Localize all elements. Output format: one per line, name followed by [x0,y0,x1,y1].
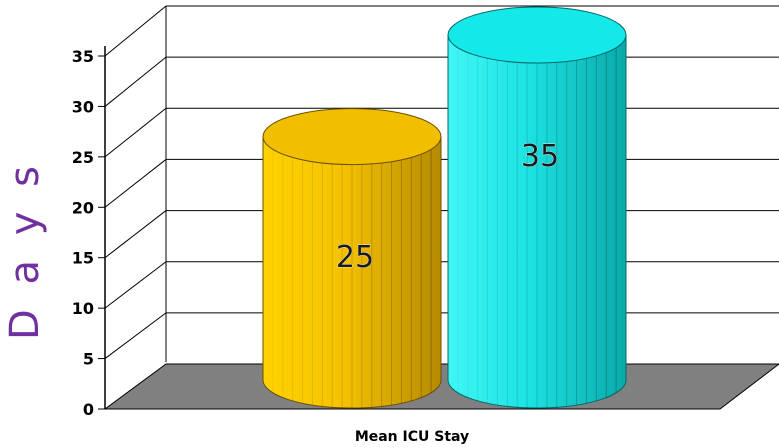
gridline-side [104,5,167,57]
plot-walls [103,5,779,410]
bar-body [262,136,442,409]
bars [262,6,627,409]
floor [103,363,779,410]
y-tick-label: 25 [72,148,94,167]
gridline-side [104,210,167,259]
gridline-side [104,159,167,208]
bar-1 [262,108,442,409]
bar-top [447,6,627,64]
gridlines [104,5,779,359]
y-tick-labels: 0 5 10 15 20 25 30 35 [72,47,105,419]
gridline-side [104,107,167,158]
y-tick-label: 15 [72,249,94,268]
bar-2 [447,6,627,409]
data-label: 35 [521,139,559,174]
gridline-side [104,56,167,107]
y-tick-label: 30 [72,97,94,116]
y-tick-label: 35 [72,47,94,66]
bar-body [447,34,627,409]
gridline-side [104,312,167,359]
bar-top [262,108,442,166]
y-axis-label: D a y s [2,160,48,340]
y-tick-label: 20 [72,198,94,217]
data-labels: 25 35 [336,139,560,275]
y-tick-label: 5 [83,350,94,369]
y-tick-label: 0 [83,400,94,419]
x-axis-label: Mean ICU Stay [355,429,469,445]
gridline-side [104,261,167,309]
y-tick-label: 10 [72,299,94,318]
data-label: 25 [336,240,374,275]
